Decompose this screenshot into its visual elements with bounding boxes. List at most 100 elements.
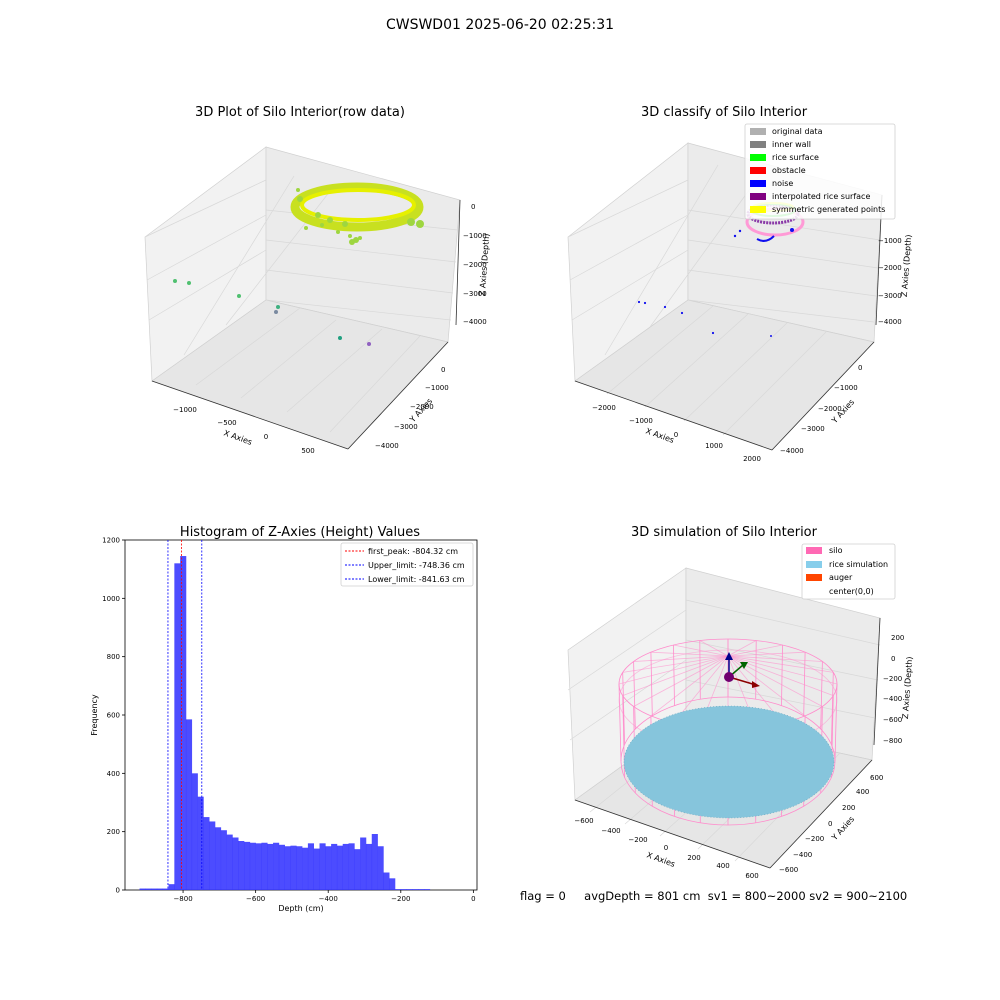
panel2-ytick-3: −1000: [834, 384, 858, 392]
legend-swatch-auger: [806, 574, 822, 581]
histogram-legend-frame: [340, 542, 474, 587]
histogram-bar: [249, 842, 256, 890]
panel1-ytick-2: −2000: [410, 403, 434, 411]
histogram-bar: [203, 817, 210, 890]
figure-suptitle: CWSWD01 2025-06-20 02:25:31: [385, 17, 615, 33]
silo-wire-roof: [673, 644, 729, 657]
panel4-zlabel: Z Axies (Depth): [901, 656, 914, 719]
panel1-ytick-0: −4000: [375, 442, 399, 450]
histogram-bar: [371, 834, 378, 890]
panel1-ring-highlight: [300, 188, 416, 222]
panel4-ylabel: Y Axies: [829, 815, 856, 843]
panel2-legend-frame: [744, 123, 896, 220]
histogram-bar: [348, 843, 355, 890]
histogram-xtick-label: 0: [471, 895, 475, 903]
legend-label-first-peak: first_peak: -804.32 cm: [368, 547, 458, 556]
panel-classify-3d: 3D classify of Silo Interior −2000 −1000…: [567, 105, 913, 463]
panel4-ytick-1: −400: [793, 851, 812, 859]
legend-label-upper-limit: Upper_limit: -748.36 cm: [368, 561, 465, 570]
panel1-ring-surface: [290, 182, 424, 232]
silo-wire-vertical: [650, 652, 653, 716]
histogram-ytick-label: 0: [116, 887, 120, 895]
legend-swatch-noise: [750, 180, 766, 187]
panel4-legend-frame: [801, 543, 896, 600]
histogram-bar: [215, 827, 222, 890]
panel2-xtick-4: 2000: [743, 455, 761, 463]
histogram-bar: [162, 888, 169, 890]
footer-avg-depth: avgDepth = 801 cm: [584, 889, 701, 903]
panel2-ytick-0: −4000: [780, 447, 804, 455]
histogram-bar: [238, 841, 245, 890]
panel2-ztick-0: −1000: [878, 237, 902, 245]
legend-label-rice-surface: rice surface: [772, 153, 819, 162]
legend-swatch-rice-surface: [750, 154, 766, 161]
panel1-ztick-1: −1000: [463, 232, 487, 240]
panel1-ztick-4: −4000: [463, 318, 487, 326]
histogram-bar: [220, 830, 227, 890]
panel4-xtick-1: −400: [601, 827, 620, 835]
histogram-bar: [180, 556, 187, 890]
panel2-xtick-0: −2000: [592, 404, 616, 412]
panel4-ytick-3: 0: [828, 820, 832, 828]
histogram-bar: [360, 837, 367, 890]
histogram-ytick-label: 1200: [102, 537, 120, 545]
panel4-xtick-0: −600: [574, 817, 593, 825]
histogram-bar: [342, 843, 349, 890]
legend-label-noise: noise: [772, 179, 793, 188]
rice-simulation-edge: [623, 705, 835, 819]
histogram-bar: [139, 888, 146, 890]
panel1-x-axis: [151, 380, 349, 450]
histogram-ytick-label: 400: [107, 770, 120, 778]
silo-wire-roof: [650, 655, 729, 717]
panel1-ytick-4: 0: [441, 366, 445, 374]
histogram-bar: [232, 837, 239, 890]
legend-label-interpolated: interpolated rice surface: [772, 192, 870, 201]
histogram-ytick-label: 600: [107, 712, 120, 720]
silo-wire-roof: [622, 655, 729, 696]
panel4-xtick-3: 0: [664, 844, 668, 852]
panel2-x-axis: [574, 380, 773, 451]
panel2-xtick-1: −1000: [629, 417, 653, 425]
panel4-ytick-0: −600: [779, 866, 798, 874]
panel4-ytick-4: 200: [842, 804, 855, 812]
histogram-bar: [145, 888, 152, 890]
panel4-title: 3D simulation of Silo Interior: [631, 525, 818, 540]
rice-simulation-disc: [624, 706, 834, 818]
histogram-bar: [389, 878, 396, 890]
histogram-bar: [424, 889, 431, 891]
panel1-z-axis: [455, 199, 461, 326]
histogram-bar: [278, 844, 285, 890]
panel1-xtick-2: 0: [264, 433, 268, 441]
histogram-bar: [185, 719, 193, 891]
panel2-xtick-2: 0: [674, 431, 678, 439]
histogram-bar: [331, 843, 338, 890]
auger-z-arrow-head: [725, 652, 733, 660]
panel1-ztick-2: −2000: [463, 261, 487, 269]
panel-raw-3d: 3D Plot of Silo Interior(row data) −1000…: [144, 105, 491, 455]
panel1-ytick-1: −3000: [394, 423, 418, 431]
panel4-z-axis: [873, 617, 881, 746]
histogram-ytick-label: 200: [107, 828, 120, 836]
histogram-xtick-label: −600: [246, 895, 265, 903]
panel2-legend: original data inner wall rice surface ob…: [744, 123, 896, 220]
silo-wire-vertical: [834, 683, 838, 762]
panel4-ztick-1: 0: [891, 655, 895, 663]
panel4-xtick-5: 400: [716, 862, 729, 870]
silo-wire-roof: [633, 655, 729, 662]
silo-wire-vertical: [699, 640, 701, 700]
panel1-ytick-3: −1000: [425, 384, 449, 392]
legend-swatch-original-data: [750, 128, 766, 135]
auger-x-arrow-head: [752, 681, 760, 688]
histogram-bar: [197, 796, 204, 890]
panel1-xtick-3: 500: [301, 447, 314, 455]
histogram-bar: [156, 888, 164, 890]
legend-swatch-silo: [806, 547, 822, 554]
panel2-xtick-3: 1000: [705, 442, 723, 450]
panel1-point-cloud: [173, 182, 424, 346]
histogram-ytick-label: 800: [107, 653, 120, 661]
silo-wire-vertical: [820, 661, 823, 730]
histogram-bar: [174, 563, 181, 890]
histogram-bar: [296, 846, 303, 890]
panel1-xlabel: X Axies: [222, 428, 253, 447]
panel2-grid: [567, 164, 881, 436]
